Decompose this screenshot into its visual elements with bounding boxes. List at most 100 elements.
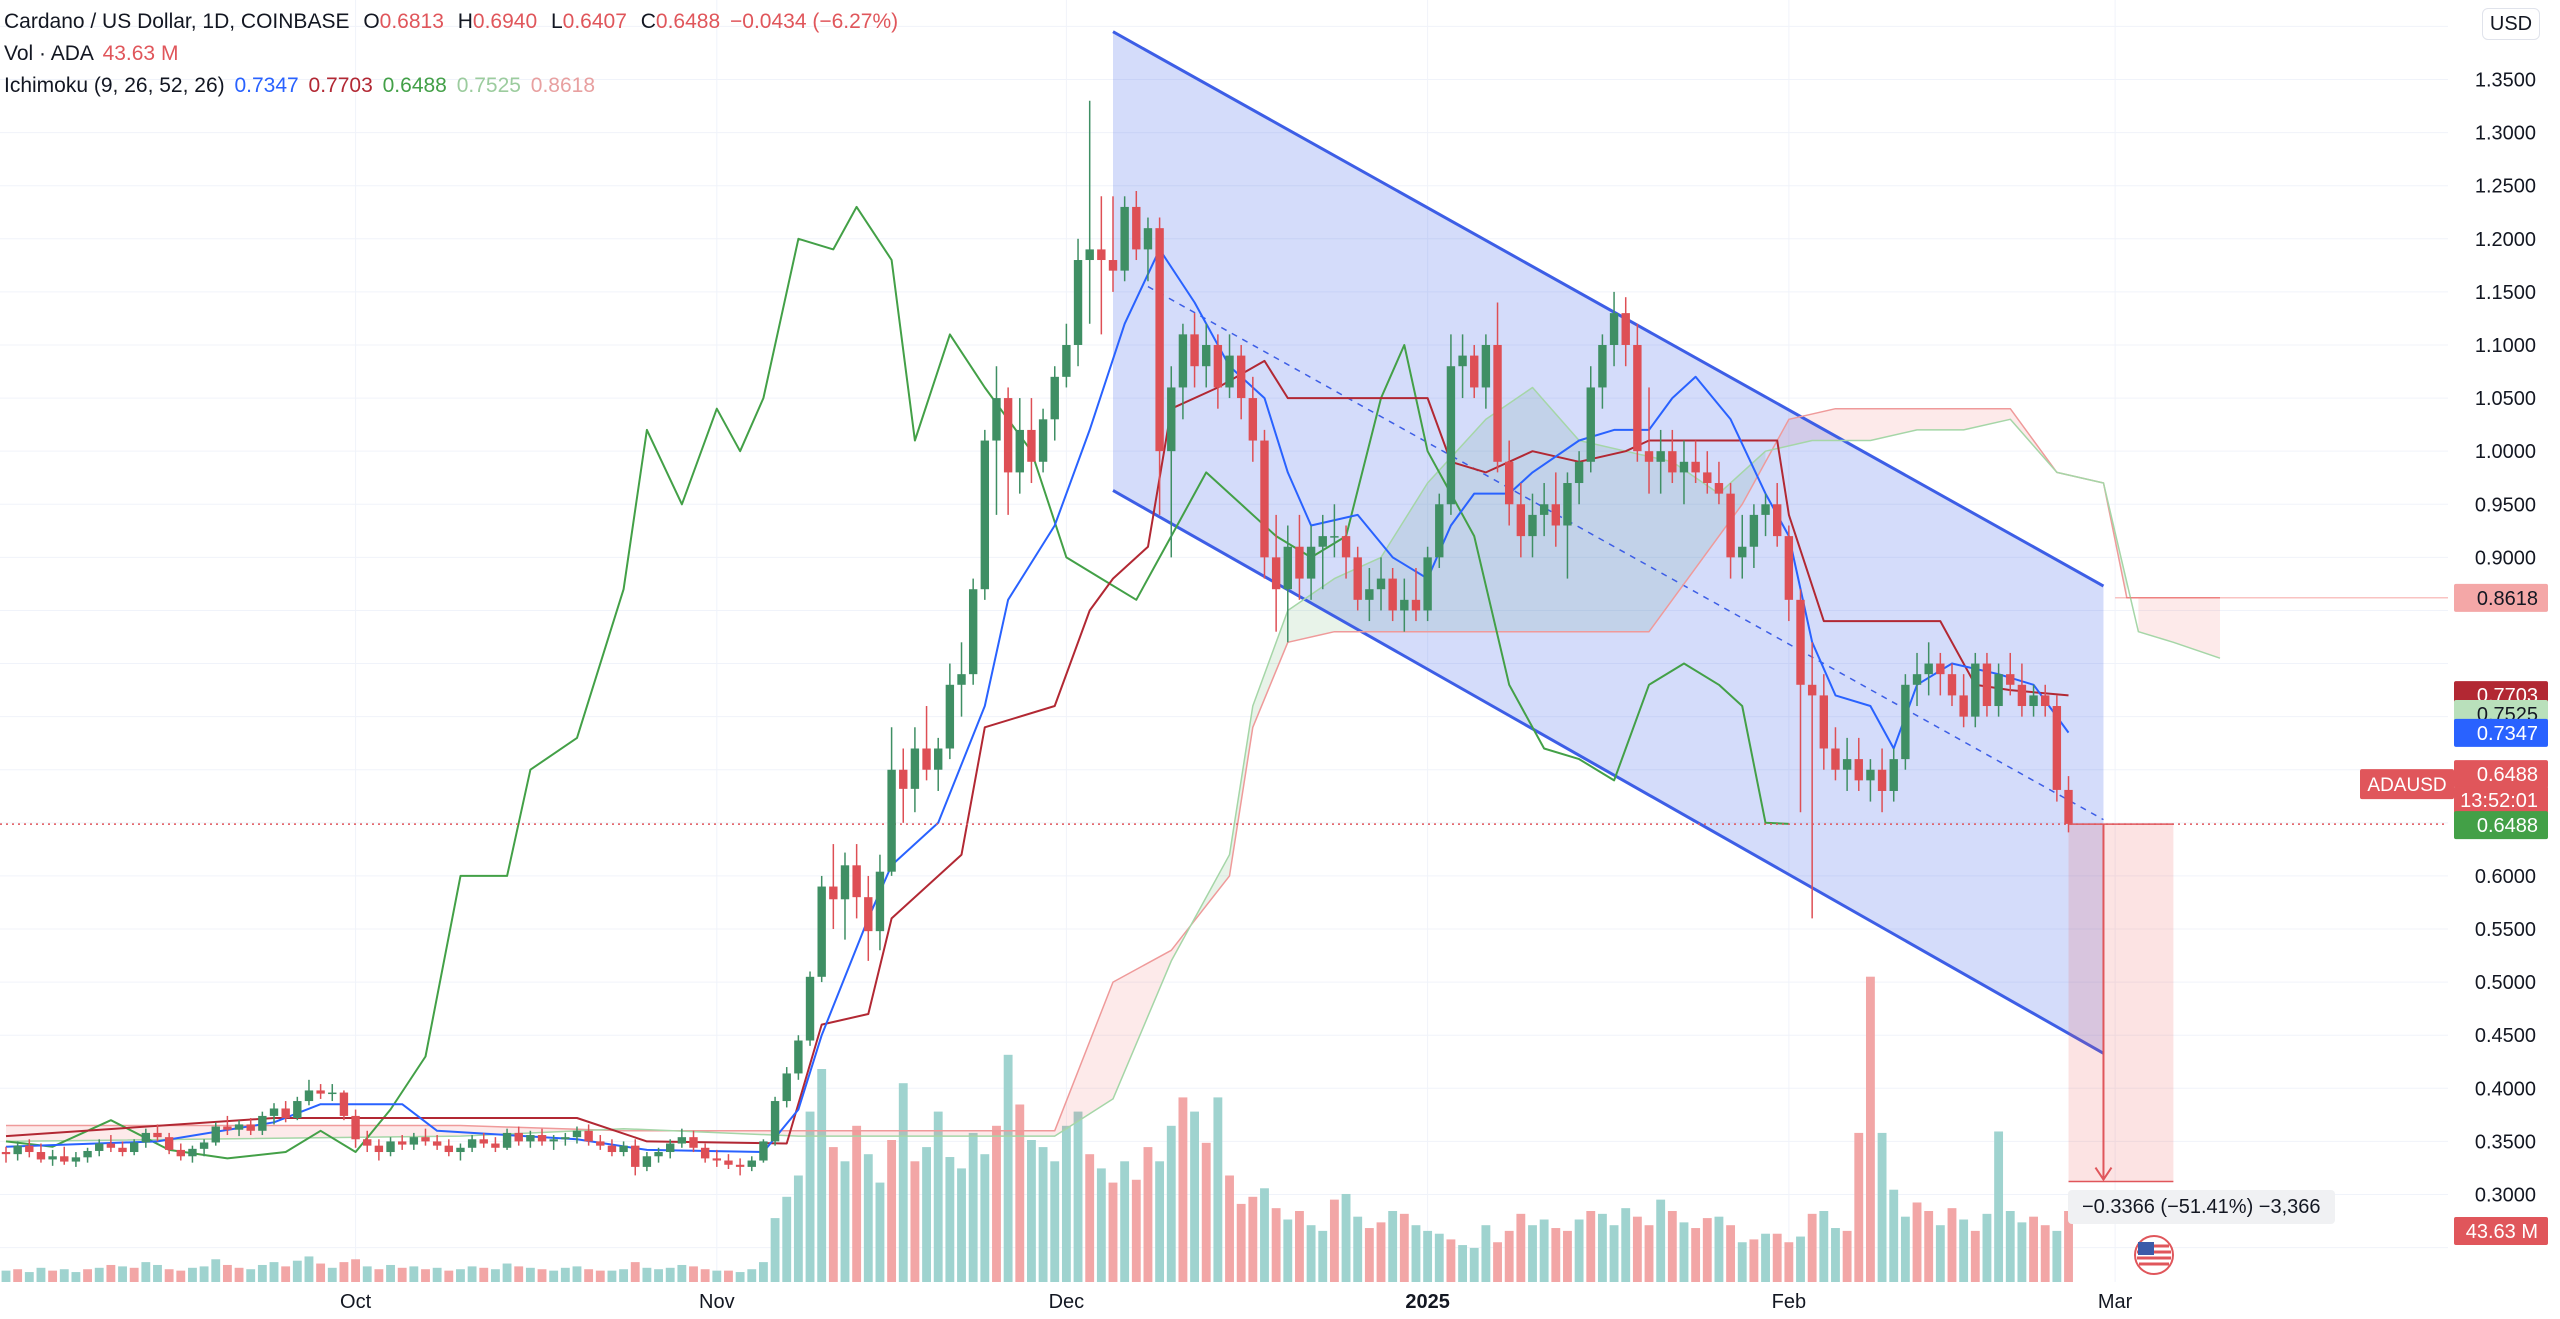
candle-body (1773, 504, 1782, 537)
lead-b-line (6, 407, 2220, 1132)
price-range-measure[interactable] (2068, 823, 2174, 1183)
candle-body (118, 1147, 127, 1153)
candle-body (852, 865, 861, 898)
us-flag-icon[interactable] (2130, 1234, 2178, 1276)
channel-mid-line (1147, 285, 2104, 821)
candle-body (397, 1141, 407, 1145)
candle-body (642, 1156, 652, 1167)
volume-label: Vol · ADA (4, 42, 93, 65)
volume-bar (1772, 1233, 1782, 1282)
candle-body (316, 1090, 325, 1094)
candle-body (922, 748, 931, 770)
volume-bar (456, 1269, 465, 1282)
volume-bar (1504, 1230, 1514, 1282)
candle-body (1609, 313, 1619, 345)
candle-body (1481, 344, 1491, 388)
lagging-tag-bg (2454, 811, 2548, 840)
volume-bar (1178, 1097, 1188, 1282)
price-axis[interactable]: 1.3500 1.3000 1.2500 1.2000 1.1500 1.1000 1.05… (2475, 70, 2536, 1207)
candle-body (1143, 228, 1153, 250)
volume-bar (432, 1267, 442, 1282)
volume-bar (1632, 1216, 1642, 1282)
candle-body (549, 1139, 558, 1142)
candle-body (666, 1143, 675, 1153)
candle-body (619, 1145, 628, 1153)
measure-area[interactable] (2068, 824, 2174, 1182)
volume-bar (1935, 1225, 1945, 1282)
volume-bar (922, 1147, 931, 1282)
volume-bar (1959, 1219, 1969, 1282)
candle-body (351, 1115, 360, 1140)
candle-body (1924, 663, 1933, 675)
candle-body (1539, 504, 1549, 515)
volume-bar (525, 1267, 535, 1282)
volume-bar (1015, 1104, 1025, 1282)
currency-button[interactable]: USD (2482, 8, 2540, 40)
volume-bar (164, 1269, 174, 1282)
grid (0, 0, 2448, 1282)
symbol-title: Cardano / US Dollar, 1D, COINBASE (4, 10, 350, 33)
chart-legend: Cardano / US Dollar, 1D, COINBASE O0.681… (4, 6, 898, 102)
volume-bar (1399, 1213, 1409, 1282)
ichimoku-legend-row[interactable]: Ichimoku (9, 26, 52, 26) 0.7347 0.7703 0… (4, 70, 898, 102)
candle-body (1633, 344, 1642, 452)
volume-bar (118, 1266, 127, 1282)
symbol-legend-row[interactable]: Cardano / US Dollar, 1D, COINBASE O0.681… (4, 6, 898, 38)
candle-body (1470, 355, 1479, 388)
volume-bar (968, 1132, 978, 1282)
candle-body (1458, 355, 1467, 367)
volume-bar (1854, 1132, 1864, 1282)
volume-bar (828, 1147, 838, 1282)
candle-body (1236, 355, 1246, 399)
candle-body (374, 1145, 384, 1153)
candle-body (980, 440, 990, 590)
volume-bar (642, 1267, 652, 1282)
candle-body (1120, 206, 1129, 271)
volume-bar (1621, 1208, 1631, 1282)
volume-bar (351, 1259, 361, 1282)
x-tick-label: 2025 (1405, 1291, 1450, 1313)
volume-legend-row[interactable]: Vol · ADA 43.63 M (4, 38, 898, 70)
lead-a-value: 0.7525 (456, 74, 521, 97)
candle-body (1178, 334, 1188, 388)
volume-bar (1865, 976, 1875, 1282)
volume-bar (735, 1272, 745, 1282)
volume-bar (106, 1264, 116, 1282)
candle-body (631, 1145, 640, 1167)
candle-body (992, 398, 1001, 441)
volume-bar (1842, 1230, 1852, 1282)
volume-tag: 43.63 M (2466, 1221, 2538, 1243)
lead_b-tag-bg (2454, 583, 2548, 612)
candle-body (607, 1145, 617, 1153)
candle-body (176, 1149, 185, 1157)
candle-body (25, 1145, 34, 1153)
time-axis[interactable]: Oct Nov Dec 2025 Feb Mar (340, 1291, 2133, 1313)
volume-bar (1796, 1236, 1805, 1282)
candle-body (782, 1073, 791, 1102)
countdown-tag-bg (2454, 786, 2548, 815)
candle-body (968, 589, 978, 675)
channel-upper-line[interactable] (1112, 30, 2105, 588)
candle-body (1330, 536, 1339, 538)
candle-body (829, 886, 838, 900)
close-label: C (640, 10, 656, 33)
candle-body (1283, 546, 1292, 590)
volume-bar (1597, 1213, 1607, 1282)
y-tick-label: 1.3000 (2475, 123, 2536, 145)
volume-bar (339, 1262, 349, 1282)
volume-bar (257, 1264, 267, 1282)
volume-bar (1329, 1199, 1339, 1282)
volume-bar (1761, 1233, 1770, 1282)
cloud-bearish (681, 935, 1183, 1137)
candle-body (1831, 748, 1840, 770)
volume-bar (1994, 1131, 2004, 1282)
volume-bar (2064, 1211, 2073, 1282)
volume-bar (840, 1161, 850, 1282)
cloud-bearish (2138, 597, 2220, 659)
candle-body (759, 1141, 768, 1161)
lead_b-tag: 0.8618 (2477, 588, 2538, 610)
candle-body (1936, 663, 1945, 675)
candle-body (1353, 557, 1362, 600)
candle-body (48, 1156, 57, 1160)
